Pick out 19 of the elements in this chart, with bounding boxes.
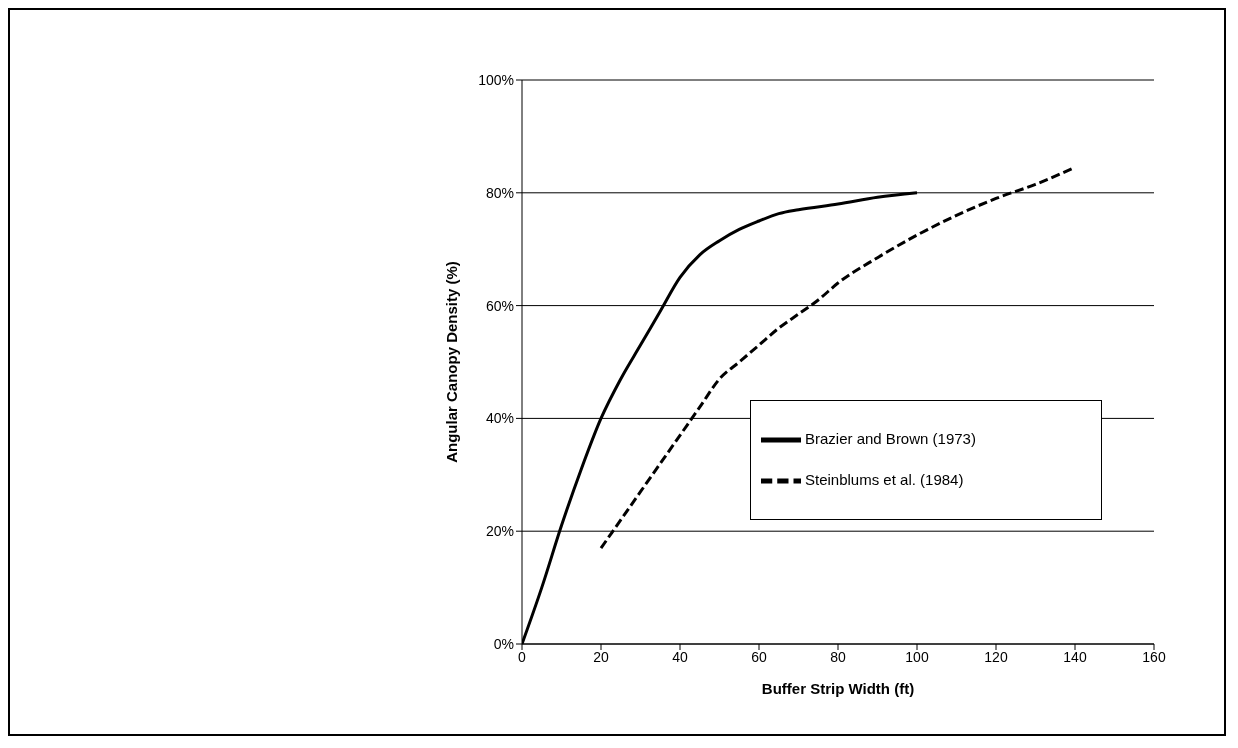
y-tick-label: 0%: [493, 635, 514, 652]
x-tick-label: 80: [830, 648, 846, 665]
y-tick-label: 80%: [485, 184, 514, 201]
legend-label: Brazier and Brown (1973): [805, 430, 976, 447]
x-tick-label: 20: [593, 648, 609, 665]
y-tick-label: 100%: [478, 71, 514, 88]
y-tick-label: 20%: [485, 523, 514, 540]
y-axis-title: Angular Canopy Density (%): [443, 261, 461, 463]
x-tick-label: 120: [984, 648, 1008, 665]
x-tick-label: 160: [1142, 648, 1166, 665]
y-tick-label: 40%: [485, 410, 514, 427]
legend-label: Steinblums et al. (1984): [805, 471, 964, 489]
x-tick-label: 40: [672, 648, 688, 665]
y-tick-label: 60%: [485, 297, 514, 314]
x-tick-label: 0: [518, 648, 527, 665]
x-tick-label: 60: [751, 648, 767, 665]
x-tick-label: 100: [905, 648, 929, 665]
x-axis-title: Buffer Strip Width (ft): [761, 680, 915, 697]
x-tick-label: 140: [1063, 648, 1087, 665]
